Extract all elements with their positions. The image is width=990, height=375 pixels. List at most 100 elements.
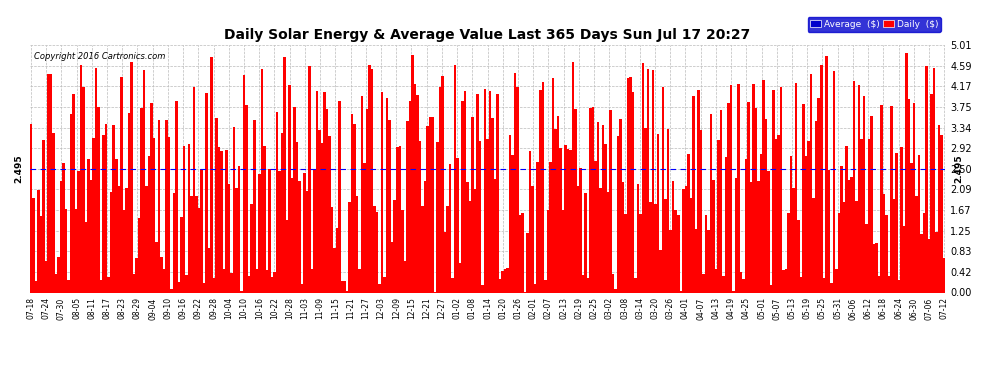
Bar bbox=[549, 162, 551, 292]
Bar bbox=[123, 210, 125, 292]
Bar bbox=[371, 69, 373, 292]
Bar bbox=[880, 105, 883, 292]
Bar bbox=[146, 186, 148, 292]
Bar bbox=[712, 180, 715, 292]
Bar bbox=[825, 56, 828, 292]
Bar bbox=[221, 152, 223, 292]
Bar bbox=[767, 171, 770, 292]
Bar bbox=[911, 163, 913, 292]
Bar bbox=[326, 110, 329, 292]
Bar bbox=[476, 93, 479, 292]
Bar bbox=[584, 193, 587, 292]
Bar bbox=[569, 150, 571, 292]
Bar bbox=[409, 101, 411, 292]
Bar bbox=[172, 193, 175, 292]
Bar bbox=[905, 53, 908, 292]
Bar bbox=[216, 118, 218, 292]
Bar bbox=[466, 183, 468, 292]
Bar bbox=[368, 64, 371, 292]
Bar bbox=[931, 94, 933, 292]
Bar bbox=[519, 215, 522, 292]
Bar bbox=[238, 166, 241, 292]
Bar bbox=[341, 281, 344, 292]
Bar bbox=[733, 291, 735, 292]
Bar bbox=[213, 278, 216, 292]
Bar bbox=[313, 169, 316, 292]
Bar bbox=[193, 87, 195, 292]
Bar bbox=[444, 232, 446, 292]
Bar bbox=[883, 194, 885, 292]
Bar bbox=[772, 90, 775, 292]
Bar bbox=[70, 114, 72, 292]
Bar bbox=[198, 208, 200, 292]
Bar bbox=[33, 198, 35, 292]
Bar bbox=[687, 154, 690, 292]
Bar bbox=[898, 280, 900, 292]
Bar bbox=[674, 210, 677, 292]
Bar bbox=[446, 206, 448, 292]
Bar bbox=[717, 140, 720, 292]
Bar bbox=[852, 81, 855, 292]
Bar bbox=[160, 257, 162, 292]
Bar bbox=[803, 104, 805, 292]
Bar bbox=[363, 163, 366, 292]
Bar bbox=[642, 63, 644, 292]
Bar bbox=[820, 64, 823, 292]
Bar bbox=[792, 188, 795, 292]
Bar bbox=[589, 108, 592, 292]
Bar bbox=[808, 141, 810, 292]
Bar bbox=[358, 269, 361, 292]
Bar bbox=[87, 159, 90, 292]
Bar bbox=[579, 168, 582, 292]
Bar bbox=[150, 103, 152, 292]
Bar bbox=[942, 258, 945, 292]
Bar bbox=[667, 129, 669, 292]
Bar bbox=[684, 186, 687, 292]
Bar bbox=[534, 284, 537, 292]
Bar bbox=[40, 216, 43, 292]
Bar bbox=[265, 270, 268, 292]
Bar bbox=[484, 89, 486, 292]
Bar bbox=[830, 283, 833, 292]
Bar bbox=[845, 146, 847, 292]
Bar bbox=[916, 196, 918, 292]
Bar bbox=[162, 268, 165, 292]
Bar bbox=[890, 106, 893, 292]
Bar bbox=[847, 180, 850, 292]
Bar bbox=[509, 135, 512, 292]
Bar bbox=[612, 273, 614, 292]
Bar bbox=[339, 101, 341, 292]
Bar bbox=[474, 189, 476, 292]
Bar bbox=[97, 107, 100, 292]
Bar bbox=[738, 84, 740, 292]
Bar bbox=[223, 269, 226, 292]
Bar bbox=[657, 134, 659, 292]
Bar bbox=[38, 190, 40, 292]
Bar bbox=[468, 201, 471, 292]
Bar bbox=[620, 119, 622, 292]
Bar bbox=[921, 234, 923, 292]
Text: Copyright 2016 Cartronics.com: Copyright 2016 Cartronics.com bbox=[35, 53, 165, 62]
Bar bbox=[263, 146, 265, 292]
Bar bbox=[582, 276, 584, 292]
Bar bbox=[770, 285, 772, 292]
Bar bbox=[860, 139, 862, 292]
Bar bbox=[246, 105, 248, 292]
Bar bbox=[77, 171, 80, 292]
Bar bbox=[170, 289, 172, 292]
Bar bbox=[301, 285, 303, 292]
Bar bbox=[561, 210, 564, 292]
Title: Daily Solar Energy & Average Value Last 365 Days Sun Jul 17 20:27: Daily Solar Energy & Average Value Last … bbox=[225, 28, 750, 42]
Bar bbox=[828, 170, 830, 292]
Bar bbox=[138, 218, 141, 292]
Bar bbox=[878, 276, 880, 292]
Bar bbox=[406, 121, 409, 292]
Bar bbox=[258, 174, 260, 292]
Bar bbox=[456, 158, 458, 292]
Bar bbox=[635, 278, 637, 292]
Bar bbox=[614, 289, 617, 292]
Bar bbox=[190, 196, 193, 292]
Bar bbox=[373, 206, 376, 292]
Bar bbox=[651, 70, 654, 292]
Bar bbox=[762, 80, 765, 292]
